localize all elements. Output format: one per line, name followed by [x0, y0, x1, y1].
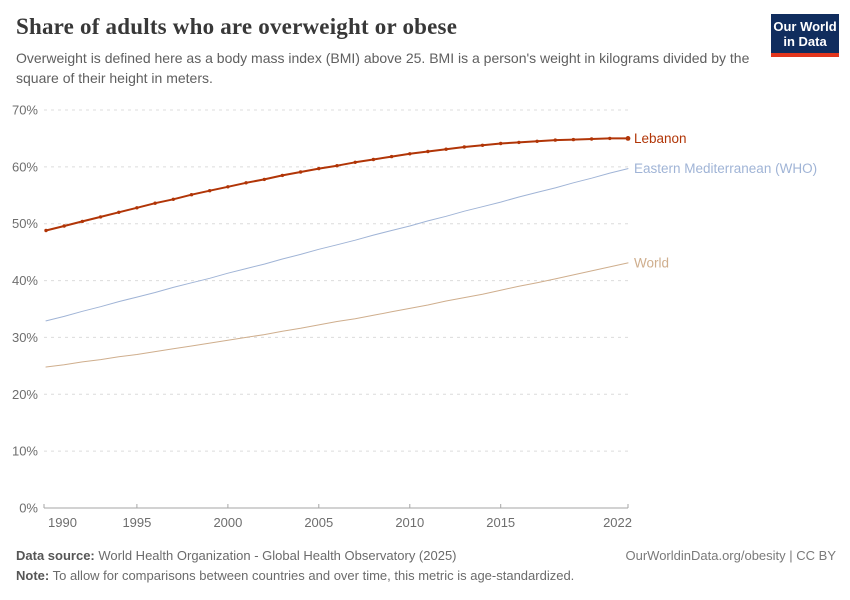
- series-marker: [171, 197, 175, 201]
- chart-header: Share of adults who are overweight or ob…: [16, 14, 750, 89]
- y-tick-label: 30%: [12, 330, 38, 345]
- y-tick-label: 50%: [12, 216, 38, 231]
- datasource-text: Data source: World Health Organization -…: [16, 546, 457, 566]
- series-marker: [625, 136, 631, 141]
- series-marker: [135, 206, 139, 210]
- y-tick-label: 10%: [12, 444, 38, 459]
- x-tick-label: 1995: [122, 515, 151, 530]
- datasource-value: World Health Organization - Global Healt…: [94, 548, 457, 563]
- series-marker: [117, 210, 121, 214]
- series-marker: [499, 141, 503, 146]
- series-label-world[interactable]: World: [634, 255, 669, 270]
- series-marker: [571, 137, 576, 142]
- series-marker: [462, 145, 466, 149]
- series-marker: [353, 160, 357, 164]
- footer-row-datasource: Data source: World Health Organization -…: [16, 546, 836, 566]
- series-line-world: [45, 262, 629, 368]
- series-marker: [62, 224, 66, 228]
- series-marker: [244, 181, 248, 185]
- series-label-eastern-mediterranean-who-[interactable]: Eastern Mediterranean (WHO): [634, 161, 817, 176]
- series-marker: [608, 136, 612, 141]
- y-tick-label: 70%: [12, 103, 38, 118]
- series-marker: [80, 219, 85, 224]
- series-marker: [589, 137, 594, 141]
- series-marker: [280, 173, 285, 178]
- owid-logo[interactable]: Our World in Data: [771, 14, 839, 57]
- series-marker: [408, 152, 412, 156]
- series-marker: [226, 185, 230, 189]
- y-tick-label: 20%: [12, 387, 38, 402]
- series-marker: [335, 164, 339, 168]
- x-tick-label: 2015: [486, 515, 515, 530]
- owid-logo-line1: Our World: [773, 19, 837, 34]
- series-marker: [262, 177, 266, 182]
- series-label-lebanon[interactable]: Lebanon: [634, 131, 687, 146]
- series-marker: [426, 149, 430, 154]
- series-marker: [371, 157, 376, 162]
- x-tick-label: 2022: [603, 515, 632, 530]
- x-tick-label: 2010: [395, 515, 424, 530]
- line-chart-canvas: 0% 10% 20% 30% 40% 50% 60% 70% 1990 1995 2000 2005 2…: [12, 103, 817, 531]
- y-tick-label: 60%: [12, 159, 38, 174]
- series-marker: [444, 147, 448, 151]
- x-tick-label: 1990: [48, 515, 77, 530]
- footer-row-note: Note: To allow for comparisons between c…: [16, 566, 836, 586]
- series-marker: [535, 139, 539, 143]
- series-marker: [208, 189, 212, 193]
- series-line-eastern-mediterranean-who-: [45, 168, 629, 322]
- series-marker: [480, 143, 485, 147]
- series-marker: [298, 170, 303, 174]
- datasource-label: Data source:: [16, 548, 95, 563]
- x-tick-label: 2005: [304, 515, 333, 530]
- chart-footer: Data source: World Health Organization -…: [16, 546, 836, 586]
- note-label: Note:: [16, 568, 50, 583]
- series-marker: [153, 201, 157, 205]
- series-marker: [553, 138, 557, 142]
- series-marker: [317, 166, 321, 171]
- y-tick-label: 40%: [12, 273, 38, 288]
- owid-logo-line2: in Data: [783, 34, 827, 49]
- series-marker: [189, 193, 194, 197]
- chart-subtitle: Overweight is defined here as a body mas…: [16, 50, 750, 87]
- series-marker: [98, 215, 103, 219]
- series-marker: [44, 228, 48, 233]
- x-tick-label: 2000: [213, 515, 242, 530]
- series-marker: [517, 140, 521, 145]
- attribution-link[interactable]: OurWorldinData.org/obesity | CC BY: [625, 548, 837, 563]
- y-tick-label: 0%: [19, 501, 38, 516]
- note-value: To allow for comparisons between countri…: [49, 568, 575, 583]
- series-line-lebanon: [45, 137, 629, 232]
- chart-title: Share of adults who are overweight or ob…: [16, 14, 458, 39]
- series-marker: [389, 154, 394, 159]
